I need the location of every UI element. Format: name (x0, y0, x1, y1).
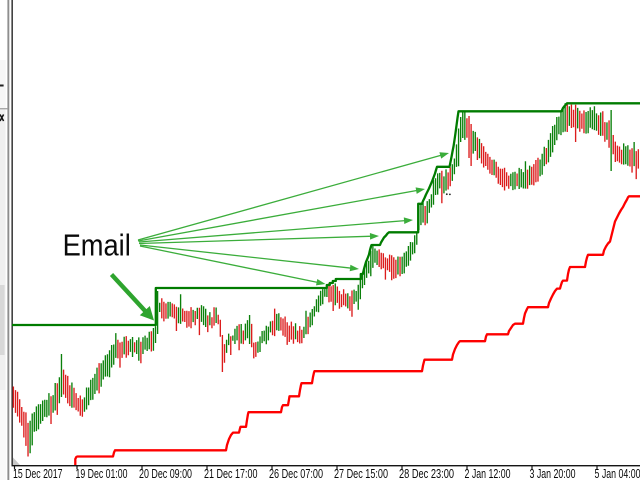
svg-text:Email: Email (63, 228, 131, 263)
svg-text:3 Jan 20:00: 3 Jan 20:00 (530, 466, 576, 480)
svg-text:5 Jan 04:00: 5 Jan 04:00 (595, 466, 640, 480)
svg-text:26 Dec 07:00: 26 Dec 07:00 (269, 466, 323, 480)
svg-text:21 Dec 17:00: 21 Dec 17:00 (204, 466, 258, 480)
svg-text:28 Dec 23:00: 28 Dec 23:00 (399, 466, 454, 480)
svg-text:19 Dec 01:00: 19 Dec 01:00 (76, 466, 128, 480)
svg-text:15 Dec 2017: 15 Dec 2017 (13, 466, 63, 480)
svg-text:20 Dec 09:00: 20 Dec 09:00 (139, 466, 192, 480)
svg-text:27 Dec 15:00: 27 Dec 15:00 (334, 466, 388, 480)
svg-text:2 Jan 12:00: 2 Jan 12:00 (465, 466, 511, 480)
